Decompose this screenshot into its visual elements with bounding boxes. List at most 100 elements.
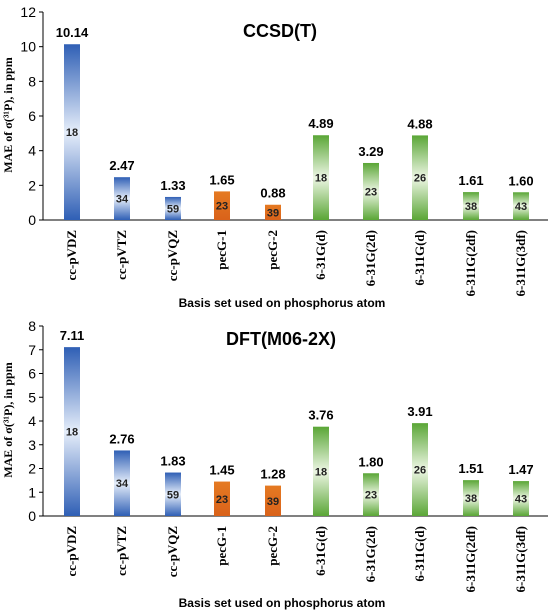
y-tick-label: 4 bbox=[28, 413, 36, 429]
y-tick-label: 0 bbox=[28, 212, 36, 228]
bar-inner-label: 59 bbox=[167, 203, 179, 215]
bar-inner-label: 26 bbox=[414, 173, 426, 185]
x-axis-label: Basis set used on phosphorus atom bbox=[179, 596, 386, 610]
bar-6-31g-2d- bbox=[363, 162, 379, 220]
bar-pecg-2 bbox=[265, 204, 281, 220]
x-axis-label: Basis set used on phosphorus atom bbox=[179, 296, 386, 310]
data-label: 3.76 bbox=[308, 408, 333, 423]
category-label: 6-311G(2df) bbox=[463, 526, 478, 592]
category-label: 6-31G(2d) bbox=[363, 526, 378, 582]
y-axis-label: MAE of σ(³¹P), in ppm bbox=[1, 362, 15, 477]
y-axis-label: MAE of σ(³¹P), in ppm bbox=[1, 57, 15, 172]
bar-inner-label: 59 bbox=[167, 489, 179, 501]
data-label: 1.60 bbox=[508, 173, 533, 188]
category-label: cc-pVDZ bbox=[64, 230, 79, 281]
y-tick-label: 6 bbox=[28, 108, 36, 124]
data-label: 4.88 bbox=[407, 116, 432, 131]
bar-inner-label: 38 bbox=[465, 201, 477, 213]
category-label: 6-311G(3df) bbox=[513, 230, 528, 296]
chart-dft-m06-2x: 0123456787.1118cc-pVDZ2.7634cc-pVTZ1.835… bbox=[1, 318, 548, 610]
bar-inner-label: 43 bbox=[515, 201, 527, 213]
category-label: 6-311G(d) bbox=[412, 526, 427, 582]
category-label: pecG-1 bbox=[214, 230, 229, 270]
y-tick-label: 8 bbox=[28, 73, 36, 89]
bar-inner-label: 23 bbox=[216, 201, 228, 213]
bar-inner-label: 23 bbox=[365, 186, 377, 198]
data-label: 10.14 bbox=[56, 25, 89, 40]
bar-inner-label: 43 bbox=[515, 494, 527, 506]
category-label: cc-pVQZ bbox=[165, 526, 180, 578]
data-label: 1.80 bbox=[358, 454, 383, 469]
bar-6-311g-d- bbox=[412, 423, 428, 516]
bar-cc-pvdz bbox=[64, 347, 80, 516]
bar-cc-pvqz bbox=[165, 196, 181, 220]
y-tick-label: 12 bbox=[20, 4, 36, 20]
bar-inner-label: 26 bbox=[414, 465, 426, 477]
category-label: 6-31G(2d) bbox=[363, 230, 378, 286]
bar-cc-pvtz bbox=[114, 450, 130, 516]
category-label: 6-31G(d) bbox=[313, 230, 328, 280]
bar-cc-pvqz bbox=[165, 472, 181, 516]
category-label: pecG-1 bbox=[214, 526, 229, 566]
bar-6-311g-d- bbox=[412, 135, 428, 220]
y-tick-label: 8 bbox=[28, 318, 36, 334]
category-label: 6-311G(3df) bbox=[513, 526, 528, 592]
bar-pecg-2 bbox=[265, 485, 281, 516]
bar-cc-pvdz bbox=[64, 44, 80, 220]
data-label: 2.76 bbox=[109, 431, 134, 446]
category-label: 6-311G(2df) bbox=[463, 230, 478, 296]
category-label: cc-pVQZ bbox=[165, 230, 180, 282]
bar-6-311g-2df- bbox=[463, 480, 479, 516]
data-label: 4.89 bbox=[308, 116, 333, 131]
data-label: 1.45 bbox=[209, 463, 234, 478]
category-label: pecG-2 bbox=[265, 526, 280, 566]
bar-6-31g-d- bbox=[313, 426, 329, 516]
bar-6-31g-d- bbox=[313, 135, 329, 220]
data-label: 1.83 bbox=[160, 454, 185, 469]
category-label: cc-pVDZ bbox=[64, 526, 79, 577]
bar-inner-label: 18 bbox=[66, 427, 78, 439]
data-label: 1.51 bbox=[458, 461, 483, 476]
chart-title: DFT(M06-2X) bbox=[226, 329, 336, 349]
y-tick-label: 7 bbox=[28, 342, 36, 358]
bar-inner-label: 18 bbox=[66, 127, 78, 139]
data-label: 2.47 bbox=[109, 158, 134, 173]
bar-inner-label: 23 bbox=[365, 490, 377, 502]
data-label: 1.28 bbox=[260, 467, 285, 482]
category-label: cc-pVTZ bbox=[114, 526, 129, 576]
y-tick-label: 4 bbox=[28, 143, 36, 159]
bar-6-311g-3df- bbox=[513, 192, 529, 220]
y-tick-label: 2 bbox=[28, 177, 36, 193]
bar-pecg-1 bbox=[214, 191, 230, 220]
data-label: 1.47 bbox=[508, 462, 533, 477]
bar-inner-label: 39 bbox=[267, 496, 279, 508]
y-tick-label: 5 bbox=[28, 389, 36, 405]
category-label: pecG-2 bbox=[265, 230, 280, 270]
bar-6-311g-2df- bbox=[463, 192, 479, 220]
bar-inner-label: 34 bbox=[116, 478, 129, 490]
data-label: 3.91 bbox=[407, 404, 432, 419]
bar-inner-label: 38 bbox=[465, 493, 477, 505]
bar-inner-label: 23 bbox=[216, 494, 228, 506]
y-tick-label: 3 bbox=[28, 437, 36, 453]
chart-ccsdt: 0 2 4 6 8 10 12 10.14 18 cc-pVDZ 2.47 34 cc-pVTZ 1.33… bbox=[1, 4, 548, 310]
y-tick-label: 6 bbox=[28, 366, 36, 382]
bar-6-311g-3df- bbox=[513, 481, 529, 516]
data-label: 1.61 bbox=[458, 173, 483, 188]
data-label: 7.11 bbox=[60, 328, 85, 343]
bar-inner-label: 18 bbox=[315, 466, 327, 478]
y-tick-label: 1 bbox=[28, 484, 36, 500]
bar-pecg-1 bbox=[214, 481, 230, 516]
bar-inner-label: 18 bbox=[315, 173, 327, 185]
bar-inner-label: 34 bbox=[116, 194, 129, 206]
bar-6-31g-2d- bbox=[363, 473, 379, 516]
y-tick-label: 0 bbox=[28, 508, 36, 524]
category-label: 6-311G(d) bbox=[412, 230, 427, 286]
category-label: cc-pVTZ bbox=[114, 230, 129, 280]
bar-cc-pvtz bbox=[114, 177, 130, 220]
data-label: 1.33 bbox=[160, 178, 185, 193]
data-label: 0.88 bbox=[260, 186, 285, 201]
category-label: 6-31G(d) bbox=[313, 526, 328, 576]
bar-inner-label: 39 bbox=[267, 207, 279, 219]
